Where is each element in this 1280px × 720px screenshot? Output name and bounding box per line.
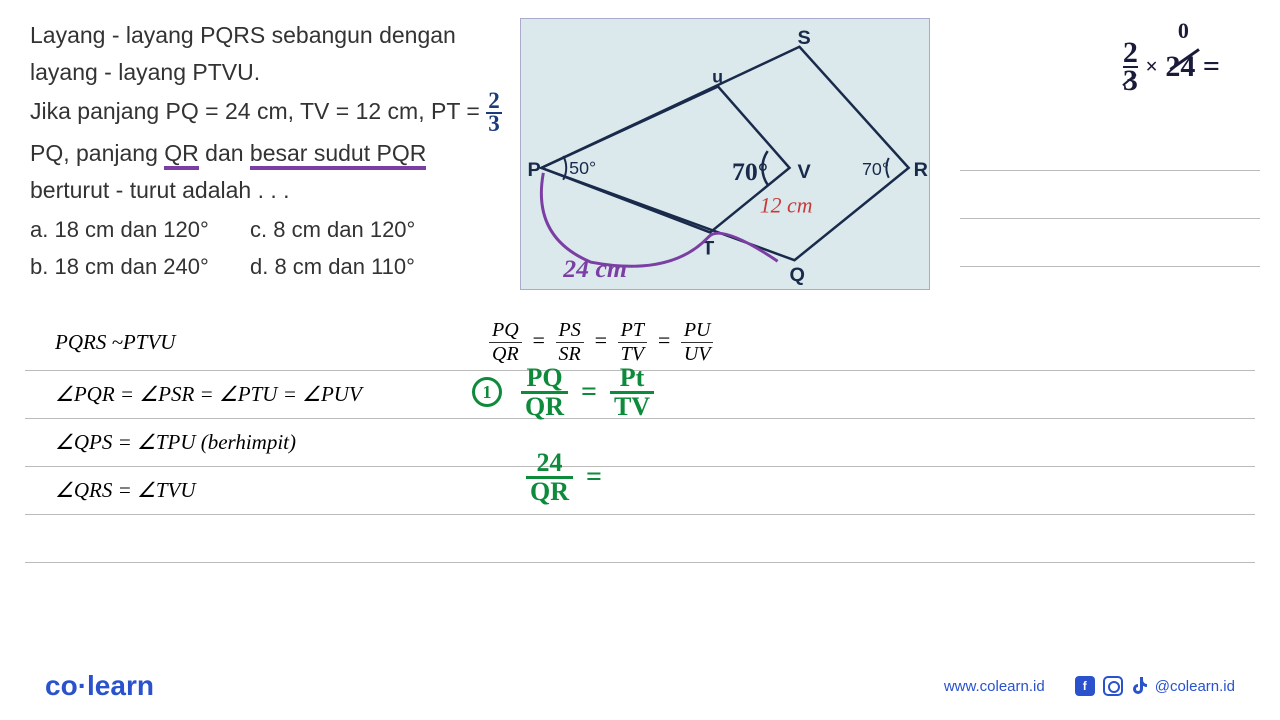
row1-right: PQQR = PSSR = PTTV = PUUV: [485, 319, 717, 366]
fraction-2-3: 23: [486, 91, 502, 134]
handwriting-calculation: 0 2 3 × 24 =: [1123, 40, 1220, 93]
twentyfour-strike: 24: [1165, 50, 1203, 83]
g-frac-pq-qr: PQ QR: [521, 365, 568, 420]
problem-text: Layang - layang PQRS sebangun dengan lay…: [30, 18, 510, 283]
f3n: PU: [681, 319, 714, 343]
angle-r-text: 70°: [862, 159, 889, 179]
line4-mid: dan: [199, 140, 250, 166]
instagram-icon: [1103, 676, 1123, 696]
footer-url: www.colearn.id: [944, 678, 1045, 695]
label-q: Q: [790, 264, 805, 286]
frac-pu-uv: PUUV: [681, 319, 714, 366]
label-v: V: [797, 161, 811, 183]
row1-left: PQRS ~PTVU: [25, 330, 485, 355]
problem-line-2: layang - layang PTVU.: [30, 55, 510, 90]
problem-line-1: Layang - layang PQRS sebangun dengan: [30, 18, 510, 53]
f0d: QR: [489, 343, 522, 366]
frac-pq-qr: PQQR: [489, 319, 522, 366]
ws-row-5: [25, 515, 1255, 563]
tv-length: 12 cm: [760, 194, 813, 218]
tiktok-icon: [1131, 677, 1147, 695]
g-frac-24-qr: 24 QR: [526, 450, 573, 505]
rule-2: [960, 218, 1260, 219]
g3d: QR: [526, 479, 573, 505]
footer-right: www.colearn.id f @colearn.id: [944, 676, 1235, 696]
row3-left: ∠QPS = ∠TPU (berhimpit): [25, 430, 485, 455]
row2-left: ∠PQR = ∠PSR = ∠PTU = ∠PUV: [25, 382, 485, 407]
green-eq-1: PQ QR = Pt TV: [515, 365, 660, 420]
ws-row-3: ∠QPS = ∠TPU (berhimpit): [25, 419, 1255, 467]
line3-pre: Jika panjang PQ = 24 cm, TV = 12 cm, PT …: [30, 98, 486, 124]
frac-den: 3: [486, 114, 502, 135]
g-eq: =: [581, 377, 597, 408]
problem-line-5: berturut - turut adalah . . .: [30, 173, 510, 208]
f1n: PS: [556, 319, 584, 343]
underline-sudut: besar sudut PQR: [250, 140, 426, 170]
option-d: d. 8 cm dan 110°: [250, 250, 450, 283]
g2d: TV: [610, 394, 654, 420]
f0n: PQ: [489, 319, 522, 343]
angle-v-text: 70°: [732, 157, 768, 186]
g1n: PQ: [521, 365, 568, 394]
rule-1: [960, 170, 1260, 171]
green-eq-2: 24 QR =: [520, 450, 602, 505]
footer-handle: @colearn.id: [1155, 678, 1235, 695]
worksheet: PQRS ~PTVU PQQR = PSSR = PTTV = PUUV ∠PQ…: [25, 315, 1255, 563]
problem-line-3: Jika panjang PQ = 24 cm, TV = 12 cm, PT …: [30, 91, 510, 134]
hw-den: 3: [1123, 68, 1138, 94]
line4-pre: PQ, panjang: [30, 140, 164, 166]
angle-p-text: 50°: [569, 158, 596, 178]
underline-qr: QR: [164, 140, 199, 170]
g-eq2: =: [586, 462, 602, 493]
socials: f @colearn.id: [1075, 676, 1235, 696]
option-a: a. 18 cm dan 120°: [30, 213, 230, 246]
green-step-1: 1: [472, 377, 502, 407]
kite-pqrs: [541, 47, 908, 260]
equals-sign: =: [1203, 50, 1220, 83]
purple-curve: [541, 173, 777, 266]
frac-2-3: 2 3: [1123, 40, 1138, 93]
problem-line-4: PQ, panjang QR dan besar sudut PQR: [30, 136, 510, 171]
option-c: c. 8 cm dan 120°: [250, 213, 450, 246]
green-circle-1: 1: [472, 377, 502, 407]
option-b: b. 18 cm dan 240°: [30, 250, 230, 283]
rule-3: [960, 266, 1260, 267]
label-p: P: [527, 159, 540, 181]
g2n: Pt: [610, 365, 654, 394]
f3d: UV: [681, 343, 714, 366]
diagram-svg: P Q R S T V u 50° 70° 70° 12 cm 24 cm: [521, 19, 929, 289]
options-grid: a. 18 cm dan 120° c. 8 cm dan 120° b. 18…: [30, 213, 510, 283]
g3n: 24: [526, 450, 573, 479]
mult-sign: ×: [1145, 54, 1158, 79]
g1d: QR: [521, 394, 568, 420]
f2n: PT: [618, 319, 647, 343]
frac-ps-sr: PSSR: [556, 319, 584, 366]
label-u: u: [712, 67, 723, 87]
label-r: R: [914, 159, 928, 181]
label-s: S: [797, 27, 810, 49]
logo: co·learn: [45, 670, 154, 702]
ws-row-4: ∠QRS = ∠TVU: [25, 467, 1255, 515]
footer: co·learn www.colearn.id f @colearn.id: [0, 670, 1280, 702]
g-frac-pt-tv: Pt TV: [610, 365, 654, 420]
facebook-icon: f: [1075, 676, 1095, 696]
frac-pt-tv: PTTV: [618, 319, 647, 366]
kite-diagram: P Q R S T V u 50° 70° 70° 12 cm 24 cm: [520, 18, 930, 290]
purple-24cm: 24 cm: [562, 254, 627, 283]
zero-top: 0: [1178, 18, 1189, 44]
row4-left: ∠QRS = ∠TVU: [25, 478, 485, 503]
